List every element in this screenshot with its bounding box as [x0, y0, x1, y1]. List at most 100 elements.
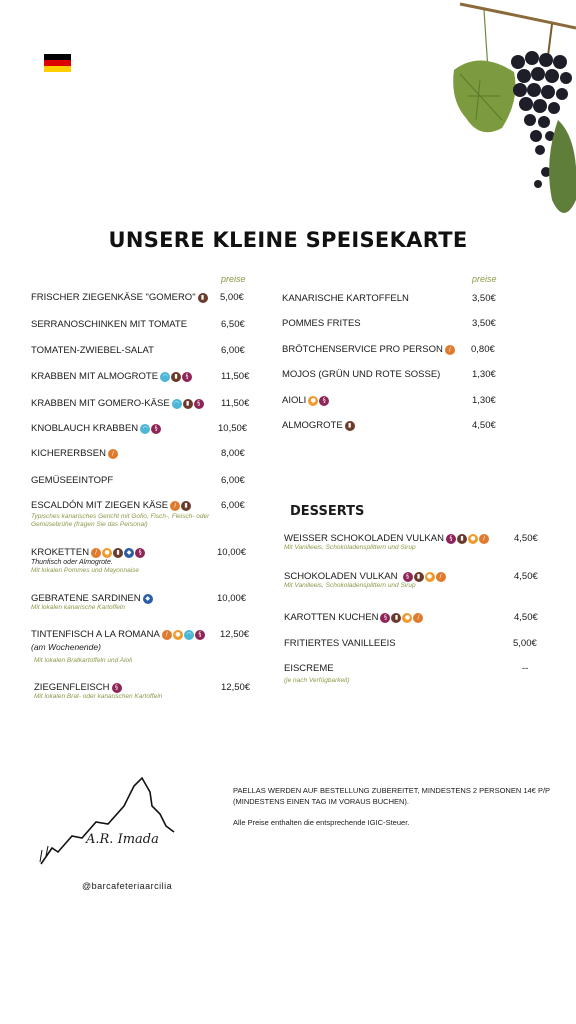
item-price: 6,00€ [221, 345, 245, 356]
item-price: 4,50€ [514, 571, 538, 582]
menu-item: KROKETTEN ∕ ● ▮ ◆ § Thunfisch oder Almogrote… [31, 547, 146, 575]
item-price: 6,00€ [221, 500, 245, 511]
gluten-icon: ∕ [478, 533, 489, 544]
sulphite-icon: § [194, 629, 205, 640]
menu-item: SERRANOSCHINKEN MIT TOMATE [31, 319, 188, 330]
gluten-icon: ∕ [444, 344, 455, 355]
menu-item: KICHERERBSEN ∕ [31, 448, 118, 459]
item-price: 3,50€ [472, 293, 496, 304]
item-price: 12,50€ [220, 629, 250, 640]
menu-item: WEISSER SCHOKOLADEN VULKAN § ▮ ● ∕ Mit Vani… [284, 533, 489, 552]
instagram-handle[interactable]: @barcafeteriaarcilia [82, 881, 173, 891]
item-price: 6,50€ [221, 319, 245, 330]
item-price: 5,00€ [513, 638, 537, 649]
item-price: 10,50€ [218, 423, 248, 434]
fish-icon: ◆ [124, 547, 135, 558]
menu-item: KRABBEN MIT GOMERO-KÄSE ◠ ▮ § [31, 398, 204, 409]
paella-note: PAELLAS WERDEN AUF BESTELLUNG ZUBEREITET… [233, 786, 550, 806]
milk-icon: ▮ [181, 500, 192, 511]
egg-icon: ● [424, 571, 435, 582]
tax-note: Alle Preise enthalten die entsprechende … [233, 818, 410, 827]
gluten-icon: ∕ [435, 571, 446, 582]
milk-icon: ▮ [413, 571, 424, 582]
sulphite-icon: § [182, 371, 193, 382]
egg-icon: ● [102, 547, 113, 558]
item-description: Mit Vanilleeis, Schokoladensplittern und… [284, 582, 416, 589]
item-description: Mit lokalen Pommes und Mayonnaise [31, 567, 140, 575]
item-note: Thunfisch oder Almogrote. [31, 559, 113, 566]
item-description: (je nach Verfügbarkeit) [284, 677, 350, 684]
gluten-icon: ∕ [107, 448, 118, 459]
sulphite-icon: § [380, 612, 391, 623]
item-price: 4,50€ [514, 533, 538, 544]
menu-item: BRÖTCHENSERVICE PRO PERSON ∕ [282, 344, 455, 355]
menu-item: GEMÜSEEINTOPF [31, 475, 114, 486]
sulphite-icon: § [193, 398, 204, 409]
item-price: 8,00€ [221, 448, 245, 459]
menu-item: EISCREME (je nach Verfügbarkeit) [284, 663, 350, 684]
item-description: Mit lokalen Bratkartoffeln und Aioli [34, 657, 133, 665]
item-description: Mit Vanilleeis, Schokoladensplittern und… [284, 544, 416, 551]
menu-item: TINTENFISCH A LA ROMANA ∕ ● ◠ § (am Wochene… [31, 629, 205, 665]
item-price: 3,50€ [472, 318, 496, 329]
menu-item: KANARISCHE KARTOFFELN [282, 293, 409, 304]
item-price: 1,30€ [472, 395, 496, 406]
german-flag-icon[interactable] [44, 54, 71, 72]
crustacean-icon: ◠ [171, 398, 182, 409]
menu-item: KAROTTEN KUCHEN § ▮ ● ∕ [284, 612, 424, 623]
crustacean-icon: ◠ [160, 371, 171, 382]
menu-item: SCHOKOLADEN VULKAN § ▮ ● ∕ Mit Vanilleeis, … [284, 571, 446, 590]
menu-item: TOMATEN-ZWIEBEL-SALAT [31, 345, 154, 356]
desserts-heading: DESSERTS [290, 504, 365, 519]
item-price: -- [522, 663, 529, 674]
price-header-left: preise [221, 274, 246, 284]
milk-icon: ▮ [113, 547, 124, 558]
gluten-icon: ∕ [161, 629, 172, 640]
menu-item: MOJOS (GRÜN UND ROTE SOSSE) [282, 369, 441, 380]
menu-item: KNOBLAUCH KRABBEN ◠ § [31, 423, 162, 434]
menu-item: POMMES FRITES [282, 318, 361, 329]
menu-item: FRISCHER ZIEGENKÄSE "GOMERO" ▮ [31, 292, 208, 303]
egg-icon: ● [467, 533, 478, 544]
item-price: 4,50€ [514, 612, 538, 623]
gluten-icon: ∕ [91, 547, 102, 558]
item-description: Mit lokalen Brat- oder kanarischen Karto… [34, 693, 163, 700]
fish-icon: ◆ [142, 593, 153, 604]
sulphite-icon: § [151, 423, 162, 434]
milk-icon: ▮ [456, 533, 467, 544]
crustacean-icon: ◠ [140, 423, 151, 434]
milk-icon: ▮ [197, 292, 208, 303]
item-price: 10,00€ [217, 547, 247, 558]
milk-icon: ▮ [171, 371, 182, 382]
item-description: Mit lokalen kanarische Kartoffeln [31, 604, 125, 611]
item-price: 11,50€ [221, 371, 250, 382]
menu-item: ZIEGENFLEISCH § Mit lokalen Brat- oder ka… [34, 682, 163, 700]
item-price: 12,50€ [221, 682, 251, 693]
gluten-icon: ∕ [170, 500, 181, 511]
menu-item: GEBRATENE SARDINEN ◆ Mit lokalen kanarisc… [31, 593, 153, 612]
menu-item: FRITIERTES VANILLEEIS [284, 638, 396, 649]
price-header-right: preise [472, 274, 497, 284]
menu-item: ESCALDÓN MIT ZIEGEN KÄSE ∕ ▮ Typisches ka… [31, 500, 210, 529]
sulphite-icon: § [445, 533, 456, 544]
mollusc-icon: ◠ [183, 629, 194, 640]
item-price: 0,80€ [471, 344, 495, 355]
milk-icon: ▮ [391, 612, 402, 623]
sulphite-icon: § [319, 395, 330, 406]
item-price: 4,50€ [472, 420, 496, 431]
sulphite-icon: § [111, 682, 122, 693]
item-price: 5,00€ [220, 292, 244, 303]
menu-item: AIOLI ● § [282, 395, 330, 406]
milk-icon: ▮ [182, 398, 193, 409]
gluten-icon: ∕ [413, 612, 424, 623]
item-price: 10,00€ [217, 593, 247, 604]
item-price: 1,30€ [472, 369, 496, 380]
egg-icon: ● [308, 395, 319, 406]
item-price: 11,50€ [221, 398, 250, 409]
milk-icon: ▮ [344, 420, 355, 431]
mountain-signature-logo [39, 776, 175, 865]
menu-item: KRABBEN MIT ALMOGROTE ◠ ▮ § [31, 371, 193, 382]
signature-text: A.R. Imada [86, 832, 159, 847]
menu-item: ALMOGROTE ▮ [282, 420, 355, 431]
sulphite-icon: § [402, 571, 413, 582]
